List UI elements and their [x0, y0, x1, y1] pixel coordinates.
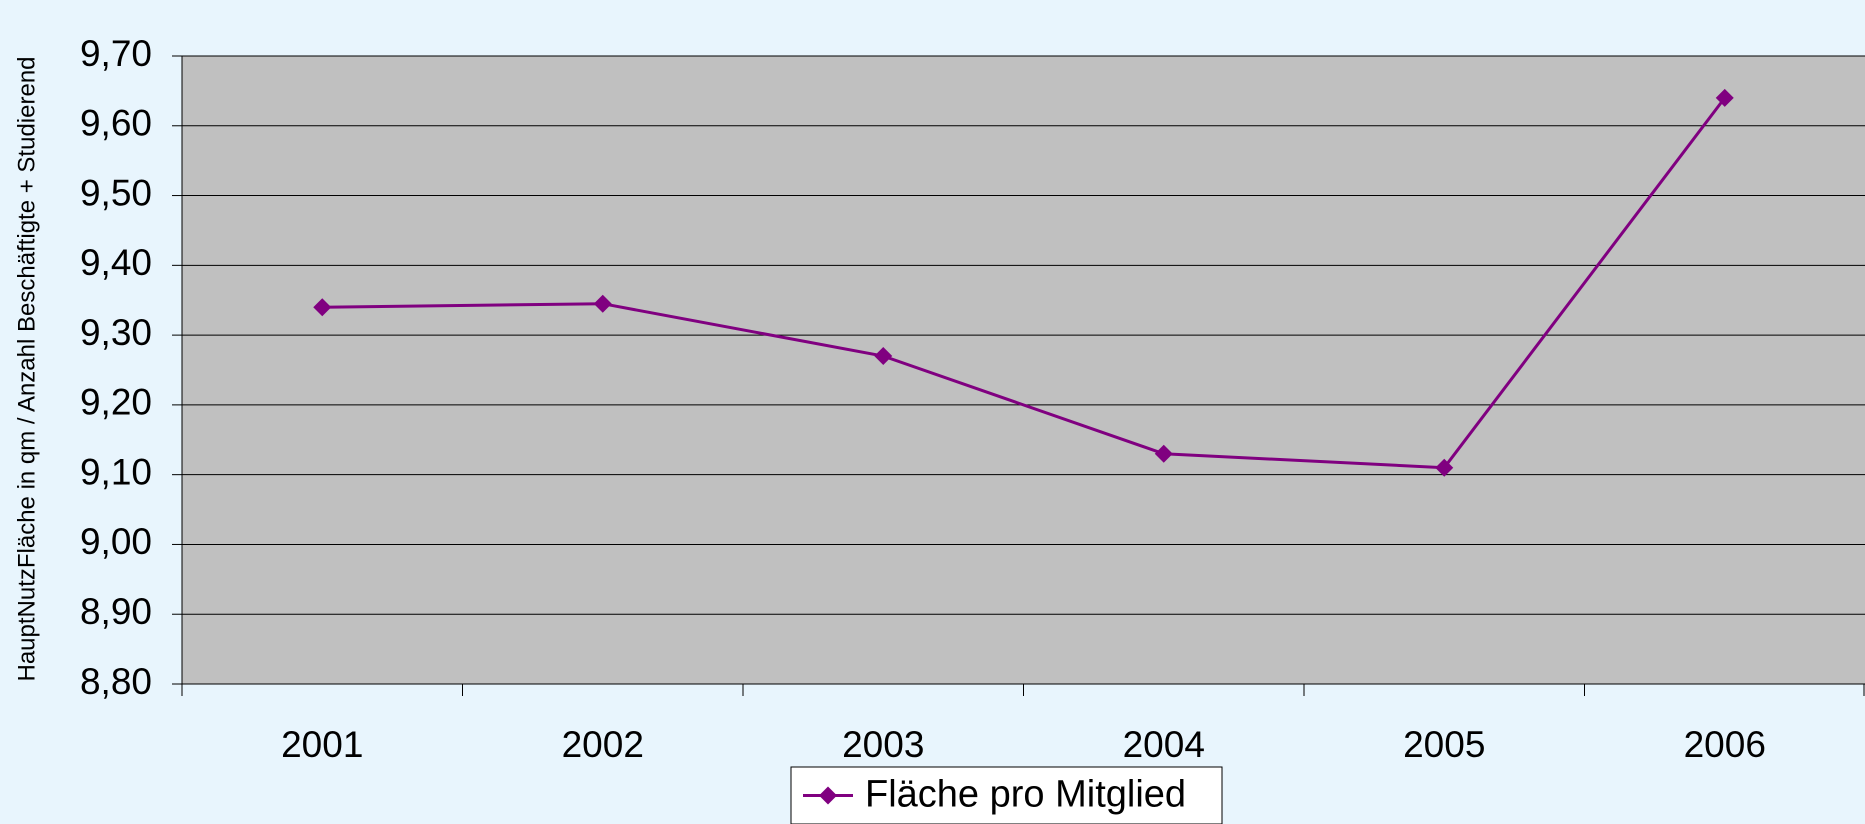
data-point — [1715, 88, 1734, 107]
x-tick-label: 2005 — [1403, 724, 1485, 765]
y-tick-label: 8,90 — [80, 591, 152, 632]
data-point — [1154, 444, 1173, 463]
x-tick-label: 2004 — [1123, 724, 1205, 765]
y-tick-label: 9,10 — [80, 451, 152, 492]
y-tick-label: 9,20 — [80, 382, 152, 423]
y-tick-label: 9,00 — [80, 521, 152, 562]
y-tick-label: 9,30 — [80, 312, 152, 353]
y-tick-label: 9,60 — [80, 103, 152, 144]
legend-label: Fläche pro Mitglied — [865, 774, 1186, 816]
series-line — [322, 96, 1726, 470]
data-point — [593, 294, 612, 313]
x-tick-label: 2006 — [1684, 724, 1766, 765]
plot-area — [182, 56, 1865, 684]
y-axis-title: HauptNutzFläche in qm / Anzahl Beschäfti… — [13, 56, 40, 681]
y-tick-label: 9,40 — [80, 242, 152, 283]
x-tick-label: 2001 — [281, 724, 363, 765]
y-tick-label: 9,70 — [80, 33, 152, 74]
x-tick-label: 2002 — [562, 724, 644, 765]
y-tick-label: 8,80 — [80, 661, 152, 702]
x-tick-label: 2003 — [842, 724, 924, 765]
legend-marker — [819, 786, 837, 805]
data-point — [874, 347, 893, 366]
legend-box — [790, 766, 1223, 824]
data-point — [1435, 458, 1454, 477]
data-point — [313, 298, 332, 317]
y-tick-label: 9,50 — [80, 172, 152, 213]
